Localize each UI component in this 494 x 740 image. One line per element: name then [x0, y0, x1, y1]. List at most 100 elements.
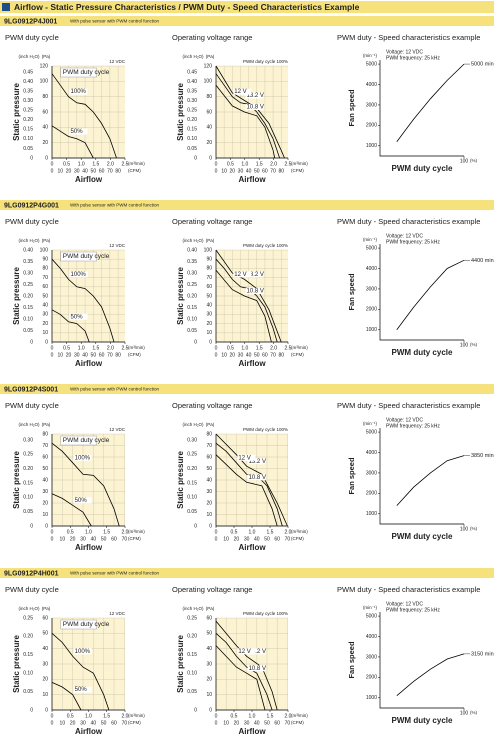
- y2-tick-label: 0.10: [23, 316, 33, 322]
- curve: [51, 258, 115, 343]
- series-label: 13.2 V: [249, 649, 266, 655]
- y-axis-title: Static pressure: [176, 451, 185, 509]
- y-axis-title: Static pressure: [12, 83, 21, 141]
- y-tick-label: 4000: [366, 450, 377, 456]
- series-label-bg: [73, 454, 92, 461]
- x2-tick-label: 1.0: [85, 529, 92, 535]
- x2-tick-label: 0.5: [227, 161, 234, 167]
- y-tick-label: 2000: [366, 307, 377, 313]
- y2-tick-label: 0: [30, 155, 33, 161]
- legend-box: [60, 619, 97, 630]
- y2-tick-label: 0.20: [23, 117, 33, 123]
- x-tick-label: 20: [66, 168, 72, 174]
- chart-note: Voltage: 12 VDC: [386, 233, 423, 239]
- legend-box: [60, 251, 97, 262]
- series-label-bg: [247, 648, 266, 655]
- x2-tick-label: 1.0: [85, 713, 92, 719]
- panel-title: PWM duty - Speed characteristics example: [337, 585, 480, 594]
- x-tick-label: 60: [274, 536, 280, 542]
- x-tick-label: 70: [285, 536, 291, 542]
- x2-tick-label: 0.5: [67, 529, 74, 535]
- series-label-bg: [245, 104, 264, 110]
- panel-title: Operating voltage range: [172, 217, 252, 226]
- legend-title: PWM duty cycle: [63, 253, 110, 260]
- y2-tick-label: 0.15: [187, 127, 197, 133]
- y-tick-label: 60: [206, 615, 212, 621]
- series-label: 10.8 V: [247, 289, 264, 295]
- y2-tick-label: 0: [30, 707, 33, 713]
- series-label: 13.2 V: [249, 459, 266, 465]
- x2-unit: (m³/min): [128, 713, 145, 718]
- axes: [51, 434, 125, 527]
- y2-tick-label: 0: [194, 339, 197, 345]
- x-tick-label: 100: [460, 158, 469, 164]
- x-tick-label: 60: [274, 720, 280, 726]
- x-tick-label: 60: [111, 536, 117, 542]
- y2-tick-label: 0.10: [187, 136, 197, 142]
- y-tick-label: 0: [209, 707, 212, 713]
- x-tick-label: 30: [74, 352, 80, 358]
- y-unit: (Pa): [206, 606, 215, 611]
- x-tick-label: 70: [107, 168, 113, 174]
- y-tick-label: 40: [42, 125, 48, 131]
- series-label: 100%: [71, 89, 87, 95]
- chart-note: Voltage: 12 VDC: [386, 49, 423, 55]
- y-axis-title: Static pressure: [176, 635, 185, 693]
- y2-tick-label: 0.25: [187, 108, 197, 114]
- series-label-bg: [245, 271, 264, 278]
- x-tick-label: 100: [460, 342, 469, 348]
- x-tick-label: 50: [254, 168, 260, 174]
- annotation: 3850 min⁻¹: [471, 453, 494, 459]
- series-label: 100%: [75, 649, 91, 655]
- x-tick-label: 60: [262, 352, 268, 358]
- y-tick-label: 30: [206, 661, 212, 667]
- y-axis-title: Static pressure: [12, 451, 21, 509]
- y-tick-label: 40: [42, 646, 48, 652]
- panel-title: PWM duty cycle: [5, 217, 59, 226]
- chart-note: 12 VDC: [109, 427, 126, 432]
- x2-tick-label: 2.0: [107, 345, 114, 351]
- y2-tick-label: 0.10: [187, 671, 197, 677]
- y-tick-label: 10: [42, 330, 48, 336]
- x2-tick-label: 1.5: [256, 161, 263, 167]
- y2-tick-label: 0.15: [23, 127, 33, 133]
- x-tick-label: 50: [264, 720, 270, 726]
- x-tick-label: 40: [91, 536, 97, 542]
- y-tick-label: 80: [206, 94, 212, 100]
- curve: [215, 269, 272, 343]
- y2-tick-label: 0: [194, 707, 197, 713]
- y-tick-label: 3000: [366, 470, 377, 476]
- legend-title: PWM duty cycle: [63, 69, 110, 76]
- y-tick-label: 4000: [366, 634, 377, 640]
- y-tick-label: 20: [206, 321, 212, 327]
- x-unit: (CFM): [128, 720, 141, 725]
- x-tick-label: 30: [80, 720, 86, 726]
- y-tick-label: 20: [42, 140, 48, 146]
- y-unit: (Pa): [206, 422, 215, 427]
- y2-tick-label: 0.05: [23, 328, 33, 334]
- y-tick-label: 5000: [366, 613, 377, 619]
- model-bar: [0, 16, 494, 26]
- y2-unit: (inch H₂O): [19, 238, 41, 243]
- y-tick-label: 100: [204, 247, 213, 253]
- legend-title: PWM duty cycle: [63, 621, 110, 628]
- x-tick-label: 40: [82, 352, 88, 358]
- x-tick-label: 20: [234, 720, 240, 726]
- x-tick-label: 30: [244, 720, 250, 726]
- x-tick-label: 60: [262, 168, 268, 174]
- x-tick-label: 10: [223, 720, 229, 726]
- chart-note: PWM frequency: 25 kHz: [386, 423, 440, 429]
- x-tick-label: 10: [221, 352, 227, 358]
- series-label: 10.8 V: [249, 475, 266, 481]
- x2-tick-label: 2.5: [285, 161, 292, 167]
- x2-tick-label: 0: [51, 161, 54, 167]
- x2-tick-label: 1.5: [103, 529, 110, 535]
- panel-title: PWM duty - Speed characteristics example: [337, 33, 480, 42]
- y-tick-label: 30: [42, 489, 48, 495]
- x-tick-label: 0: [51, 536, 54, 542]
- series-label: 12 V: [234, 89, 246, 95]
- x2-tick-label: 1.5: [267, 529, 274, 535]
- y-tick-label: 20: [42, 321, 48, 327]
- y2-tick-label: 0.25: [23, 282, 33, 288]
- y-tick-label: 50: [42, 466, 48, 472]
